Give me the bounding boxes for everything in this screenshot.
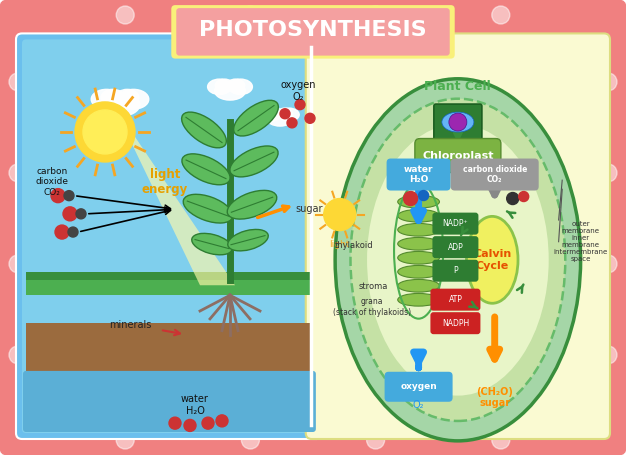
Ellipse shape bbox=[215, 79, 233, 92]
Circle shape bbox=[599, 255, 617, 273]
FancyBboxPatch shape bbox=[26, 278, 313, 295]
Ellipse shape bbox=[277, 108, 292, 119]
Text: carbon
dioxide
CO₂: carbon dioxide CO₂ bbox=[36, 167, 68, 197]
FancyBboxPatch shape bbox=[16, 33, 323, 439]
FancyBboxPatch shape bbox=[26, 323, 313, 382]
FancyBboxPatch shape bbox=[172, 5, 454, 59]
FancyBboxPatch shape bbox=[26, 272, 313, 279]
Circle shape bbox=[449, 113, 467, 131]
FancyBboxPatch shape bbox=[26, 323, 313, 429]
Ellipse shape bbox=[398, 209, 439, 222]
Circle shape bbox=[242, 431, 259, 449]
Circle shape bbox=[305, 113, 315, 123]
Text: water
H₂O: water H₂O bbox=[181, 394, 209, 416]
Ellipse shape bbox=[182, 112, 227, 148]
Circle shape bbox=[75, 102, 135, 162]
Text: sugar: sugar bbox=[295, 204, 322, 214]
FancyBboxPatch shape bbox=[434, 104, 482, 140]
FancyBboxPatch shape bbox=[305, 33, 610, 439]
Text: outer
membrane
inner
membrane
intermembrane
space: outer membrane inner membrane intermembr… bbox=[553, 221, 608, 262]
Ellipse shape bbox=[233, 100, 279, 136]
Text: light: light bbox=[329, 240, 350, 249]
Circle shape bbox=[76, 209, 86, 219]
Circle shape bbox=[216, 415, 228, 427]
Ellipse shape bbox=[267, 111, 293, 126]
FancyBboxPatch shape bbox=[431, 288, 480, 311]
FancyBboxPatch shape bbox=[177, 8, 449, 56]
FancyBboxPatch shape bbox=[23, 371, 316, 432]
Ellipse shape bbox=[101, 89, 125, 106]
Ellipse shape bbox=[398, 293, 439, 306]
Circle shape bbox=[9, 255, 27, 273]
Ellipse shape bbox=[182, 154, 230, 185]
Circle shape bbox=[202, 417, 214, 429]
Circle shape bbox=[404, 373, 416, 385]
Ellipse shape bbox=[261, 108, 281, 121]
FancyBboxPatch shape bbox=[451, 158, 539, 191]
Ellipse shape bbox=[116, 89, 139, 106]
Circle shape bbox=[599, 346, 617, 364]
Circle shape bbox=[404, 192, 418, 206]
FancyBboxPatch shape bbox=[431, 312, 480, 334]
Circle shape bbox=[295, 100, 305, 110]
Text: NADP⁺: NADP⁺ bbox=[443, 219, 468, 228]
Circle shape bbox=[63, 207, 77, 221]
Ellipse shape bbox=[215, 82, 245, 100]
Polygon shape bbox=[125, 122, 235, 285]
Circle shape bbox=[68, 227, 78, 237]
Circle shape bbox=[83, 110, 127, 154]
Circle shape bbox=[116, 431, 134, 449]
Ellipse shape bbox=[118, 89, 149, 109]
Text: oxygen
O₂: oxygen O₂ bbox=[280, 80, 316, 102]
FancyBboxPatch shape bbox=[433, 212, 478, 235]
Circle shape bbox=[492, 6, 510, 24]
Text: thylakoid: thylakoid bbox=[334, 241, 373, 250]
Ellipse shape bbox=[208, 79, 232, 95]
Circle shape bbox=[519, 192, 529, 202]
Ellipse shape bbox=[398, 252, 439, 264]
FancyBboxPatch shape bbox=[433, 260, 478, 282]
Ellipse shape bbox=[398, 223, 439, 236]
Text: P: P bbox=[453, 266, 458, 275]
Text: (CH₂O)
sugar: (CH₂O) sugar bbox=[476, 387, 513, 409]
Ellipse shape bbox=[398, 196, 439, 208]
FancyBboxPatch shape bbox=[433, 236, 478, 258]
Circle shape bbox=[599, 164, 617, 182]
Ellipse shape bbox=[351, 99, 565, 421]
Text: ADP: ADP bbox=[448, 243, 463, 252]
Circle shape bbox=[506, 192, 519, 205]
Ellipse shape bbox=[192, 233, 232, 255]
Circle shape bbox=[51, 189, 65, 202]
Circle shape bbox=[9, 346, 27, 364]
Ellipse shape bbox=[228, 229, 269, 251]
FancyBboxPatch shape bbox=[415, 138, 501, 172]
Circle shape bbox=[280, 109, 290, 119]
Circle shape bbox=[184, 420, 196, 431]
Circle shape bbox=[64, 191, 74, 201]
Circle shape bbox=[9, 164, 27, 182]
Text: carbon dioxide
CO₂: carbon dioxide CO₂ bbox=[463, 165, 527, 184]
Ellipse shape bbox=[442, 112, 474, 132]
FancyBboxPatch shape bbox=[387, 158, 451, 191]
Circle shape bbox=[419, 191, 429, 201]
Ellipse shape bbox=[91, 89, 122, 109]
Text: stroma: stroma bbox=[359, 283, 389, 292]
Ellipse shape bbox=[367, 124, 549, 395]
Circle shape bbox=[367, 431, 384, 449]
Circle shape bbox=[116, 6, 134, 24]
Circle shape bbox=[367, 6, 384, 24]
Ellipse shape bbox=[100, 93, 140, 116]
Text: water
H₂O: water H₂O bbox=[404, 165, 433, 184]
Text: oxygen: oxygen bbox=[400, 382, 437, 391]
Text: NADPH: NADPH bbox=[442, 318, 469, 328]
Ellipse shape bbox=[279, 108, 299, 121]
Ellipse shape bbox=[228, 79, 252, 95]
Ellipse shape bbox=[230, 146, 278, 177]
Ellipse shape bbox=[398, 279, 439, 292]
Ellipse shape bbox=[398, 265, 439, 278]
Circle shape bbox=[55, 225, 69, 239]
Circle shape bbox=[419, 373, 431, 385]
Text: grana
(stack of thylakoids): grana (stack of thylakoids) bbox=[332, 297, 411, 317]
Text: minerals: minerals bbox=[109, 320, 151, 330]
